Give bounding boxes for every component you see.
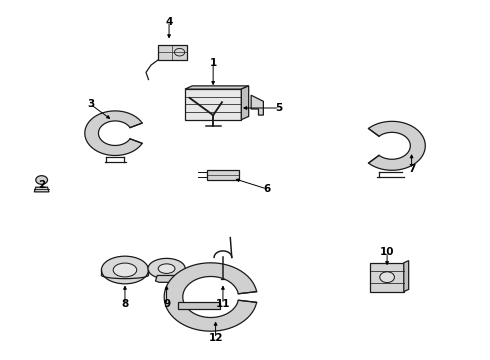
Bar — [207, 170, 239, 180]
Text: 3: 3 — [87, 99, 94, 109]
Bar — [370, 263, 404, 292]
Ellipse shape — [148, 258, 185, 279]
Text: 10: 10 — [380, 247, 394, 257]
Polygon shape — [155, 275, 178, 282]
Text: 5: 5 — [276, 103, 283, 113]
Polygon shape — [185, 86, 248, 89]
Polygon shape — [404, 261, 409, 292]
Polygon shape — [34, 187, 49, 192]
Polygon shape — [85, 111, 142, 156]
Text: 8: 8 — [122, 299, 128, 309]
Text: 12: 12 — [208, 333, 223, 343]
Text: 7: 7 — [408, 164, 416, 174]
Circle shape — [36, 176, 48, 184]
Circle shape — [380, 272, 394, 283]
Ellipse shape — [113, 263, 137, 277]
Text: 6: 6 — [264, 184, 270, 194]
Polygon shape — [251, 95, 264, 115]
Polygon shape — [164, 263, 257, 331]
Ellipse shape — [101, 256, 148, 284]
Text: 1: 1 — [210, 58, 217, 68]
Text: 2: 2 — [38, 180, 45, 190]
Text: 11: 11 — [216, 299, 230, 309]
Polygon shape — [241, 86, 248, 120]
Text: 9: 9 — [163, 299, 170, 309]
Bar — [158, 45, 187, 60]
Ellipse shape — [158, 264, 175, 274]
Polygon shape — [368, 121, 425, 170]
Text: 4: 4 — [165, 17, 173, 27]
Circle shape — [174, 49, 185, 56]
Bar — [185, 89, 241, 120]
Polygon shape — [178, 302, 220, 309]
